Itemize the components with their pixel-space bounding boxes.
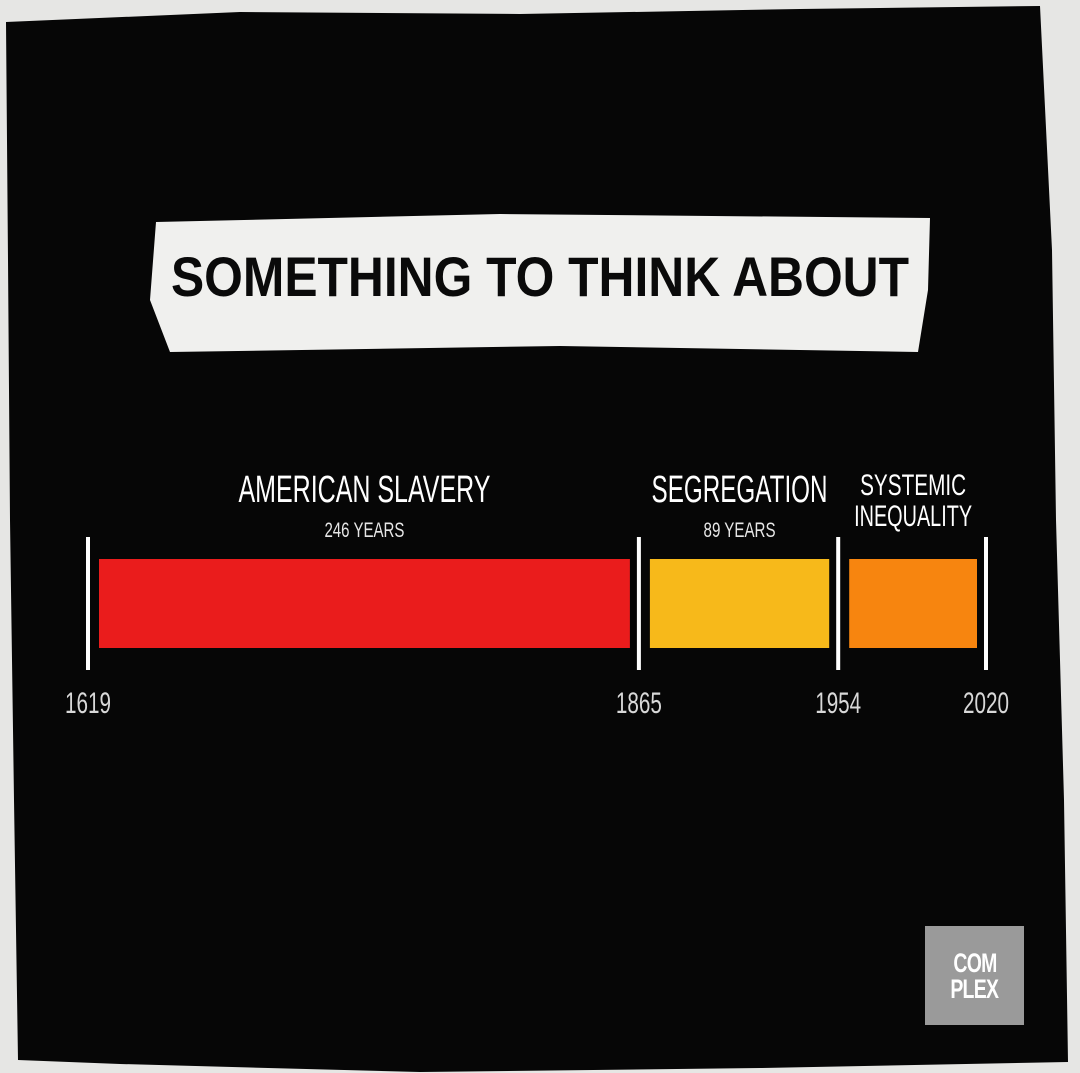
- segment-label-1: AMERICAN SLAVERY: [238, 469, 490, 511]
- segment-sublabel-2: 89 YEARS: [704, 519, 776, 542]
- tick-label-1619: 1619: [65, 687, 111, 720]
- segment-sublabel-1: 246 YEARS: [324, 519, 404, 542]
- title-strip: [150, 214, 930, 352]
- tick-label-1954: 1954: [815, 687, 861, 720]
- tick-label-1865: 1865: [616, 687, 662, 720]
- tick-label-2020: 2020: [963, 687, 1009, 720]
- tick-mark-1865: [636, 537, 641, 670]
- logo-line-2: PLEX: [950, 973, 1000, 1004]
- complex-logo: COM PLEX: [925, 926, 1024, 1025]
- black-panel: [6, 6, 1068, 1072]
- segment-label-3-line-1: SYSTEMIC: [860, 469, 966, 502]
- bar-3: [849, 559, 977, 648]
- tick-mark-2020: [984, 537, 988, 670]
- tick-mark-1954: [836, 537, 841, 670]
- bar-2: [649, 559, 830, 648]
- title: SOMETHING TO THINK ABOUT: [171, 245, 909, 308]
- tick-mark-1619: [86, 537, 90, 670]
- segment-label-3-line-2: INEQUALITY: [854, 500, 972, 533]
- segment-label-2: SEGREGATION: [652, 469, 828, 511]
- logo-line-1: COM: [952, 947, 997, 978]
- timeline-chart: 1619 1865 1954 2020 AMERICAN SLAVERY 246 YEAR…: [65, 469, 1009, 720]
- bar-1: [99, 559, 630, 648]
